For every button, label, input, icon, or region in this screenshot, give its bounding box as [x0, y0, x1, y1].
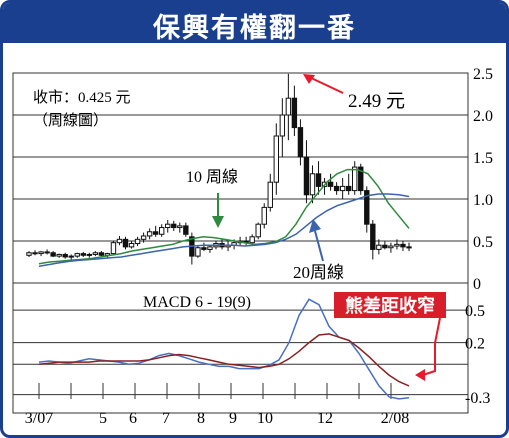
x-tick-label: 7 [162, 410, 170, 427]
x-tick-label: 5 [99, 410, 107, 427]
candle-body [273, 135, 280, 183]
narrowing-label: 熊差距收窄 [345, 295, 435, 316]
x-tick-label: 2/08 [381, 410, 409, 427]
y-tick-labels: 2.5 2.0 1.5 1.0 0.5 0 [473, 66, 493, 293]
candle-body [183, 225, 189, 235]
narrowing-badge [334, 292, 446, 318]
candle-body [122, 238, 129, 248]
y-tick-label: 0 [473, 276, 481, 293]
candle-body [376, 244, 382, 250]
candle-body [134, 238, 141, 245]
candle-body [345, 185, 352, 192]
candle-body [38, 251, 44, 255]
candle-body [370, 223, 376, 250]
candle-body [249, 236, 255, 244]
candle-body [177, 225, 183, 229]
x-tick-label: 10 [257, 410, 273, 427]
candle-body [406, 246, 412, 249]
candle-body [56, 253, 62, 257]
peak-price-label: 2.49 元 [348, 91, 405, 112]
candle-body [364, 190, 370, 225]
macd-tick-labels: 0.5 0.2 -0.3 [465, 303, 490, 407]
candle-body [62, 253, 68, 258]
candle-body [352, 166, 358, 192]
candle-body [327, 181, 334, 187]
candle-body [74, 253, 80, 257]
candle-body [140, 235, 147, 240]
candle-body [382, 244, 388, 249]
candle-body [207, 246, 213, 250]
peak-arrow-head [303, 74, 315, 84]
x-tick-label: 12 [317, 410, 333, 427]
candle-body [339, 185, 346, 192]
candle-body [309, 173, 316, 196]
macd-tick-label: 0.2 [465, 336, 485, 353]
narrowing-arrow-head [415, 369, 425, 381]
macd-tick-label: 0.5 [465, 303, 485, 320]
signal-line [38, 333, 410, 387]
candle-body [388, 245, 394, 249]
candle-body [400, 243, 406, 248]
candle-body [152, 231, 159, 235]
candle-body [92, 252, 99, 255]
ma10-arrow-head [212, 216, 224, 228]
candle-body [285, 97, 292, 116]
candle-body [26, 252, 32, 256]
candle-body [165, 223, 171, 229]
moving-averages [38, 168, 410, 267]
candle-body [110, 242, 117, 255]
chart-title: 保興有權翻一番 [153, 13, 356, 44]
close-price-label: 收市：0.425 元 [33, 89, 131, 106]
candle-body [394, 243, 400, 247]
candle-body [32, 252, 38, 255]
candle-body [171, 223, 177, 229]
macd-lines [38, 298, 410, 400]
x-tick-label: 9 [229, 410, 237, 427]
candle-body [333, 185, 340, 192]
y-tick-label: 1.0 [473, 192, 493, 209]
chart-svg: 2.5 2.0 1.5 1.0 0.5 0 0.5 0.2 -0.3 3/07 5 6 7 8 9 10 1… [12, 66, 493, 427]
y-tick-label: 2.5 [473, 66, 493, 83]
candle-body [86, 253, 93, 256]
candle-body [201, 247, 207, 250]
ma10-label: 10 周線 [186, 168, 238, 186]
candle-body [261, 206, 267, 225]
candle-body [315, 173, 322, 187]
title-bar [3, 3, 506, 43]
y-tick-label: 0.5 [473, 234, 493, 251]
candle-body [303, 156, 310, 196]
candle-body [50, 252, 56, 257]
candle-body [195, 247, 201, 257]
candle-body [80, 253, 86, 256]
candle-body [267, 181, 273, 208]
macd-label: MACD 6 - 19(9) [143, 294, 251, 311]
candle-body [158, 227, 165, 235]
candle-body [68, 255, 74, 258]
candle-body [358, 166, 364, 192]
y-tick-label: 1.5 [473, 150, 493, 167]
candle-body [44, 251, 50, 254]
ma20-label: 20周線 [293, 263, 344, 282]
x-tick-label: 6 [129, 410, 137, 427]
candle-body [116, 238, 123, 244]
x-tick-label: 8 [197, 410, 205, 427]
y-tick-label: 2.0 [473, 108, 493, 125]
candle-body [255, 223, 261, 238]
x-tick-labels: 3/07 5 6 7 8 9 10 12 2/08 [25, 383, 409, 427]
candle-body [146, 231, 153, 237]
candle-body [279, 114, 286, 137]
ma10-line [38, 168, 410, 265]
plot-border [12, 72, 469, 414]
macd-tick-label: -0.3 [465, 390, 490, 407]
candle-body [128, 243, 135, 248]
weekly-chart-label: （周線圖） [33, 112, 108, 129]
x-tick-label: 3/07 [25, 410, 53, 427]
candle-body [291, 97, 298, 129]
candle-body [98, 252, 105, 256]
ma20-arrow-head [309, 219, 321, 233]
candle-body [297, 127, 304, 158]
ma20-line [38, 193, 410, 267]
annotation-arrows [212, 74, 441, 381]
